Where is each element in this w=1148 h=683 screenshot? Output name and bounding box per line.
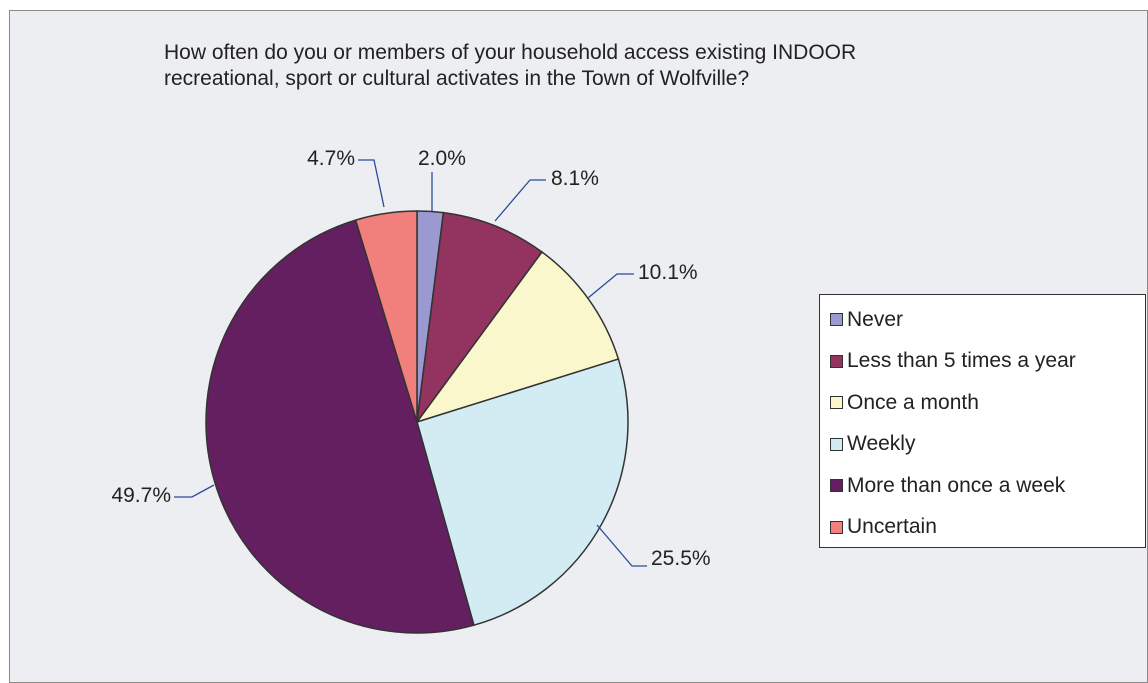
data-label: 25.5% [651,547,711,570]
legend-swatch [830,520,843,534]
leader-line [587,273,634,299]
pie-slice-more-than-once-a-week [205,219,475,634]
legend-item: Uncertain [830,507,1145,549]
legend-swatch [830,396,843,410]
leader-line [494,179,546,222]
legend-label: More than once a week [847,473,1066,497]
data-label: 10.1% [638,261,698,284]
legend-swatch [830,354,843,368]
chart-title: How often do you or members of your hous… [164,41,857,90]
legend-item: Weekly [830,424,1145,466]
pie-slices [205,210,629,634]
data-label: 4.7% [307,147,355,170]
data-label: 8.1% [551,167,599,190]
legend-item: Never [830,299,1145,341]
legend-swatch [830,479,843,493]
pie-slice-less-than-5-times-a-year [415,211,544,425]
pie-slice-weekly [416,358,629,627]
legend-item: Less than 5 times a year [830,341,1145,383]
leader-line [174,484,215,498]
legend-label: Less than 5 times a year [847,349,1076,373]
legend-label: Never [847,307,904,331]
leader-line [596,524,647,567]
data-label: 49.7% [111,484,171,507]
leader-line [358,159,385,208]
legend-item: More than once a week [830,465,1145,507]
data-labels: 2.0% 8.1% 10.1% 25.5% 49.7% 4.7% [111,147,710,570]
legend-label: Once a month [847,390,979,414]
leader-lines [174,159,647,567]
data-label: 2.0% [418,147,466,170]
legend-swatch [830,437,843,451]
pie-slice-once-a-month [415,250,620,424]
legend-item: Once a month [830,382,1145,424]
legend-label: Uncertain [847,515,937,539]
pie-slice-uncertain [354,210,418,423]
legend-swatch [830,313,843,327]
legend-label: Weekly [847,432,916,456]
legend: Never Less than 5 times a year Once a mont… [819,294,1146,548]
